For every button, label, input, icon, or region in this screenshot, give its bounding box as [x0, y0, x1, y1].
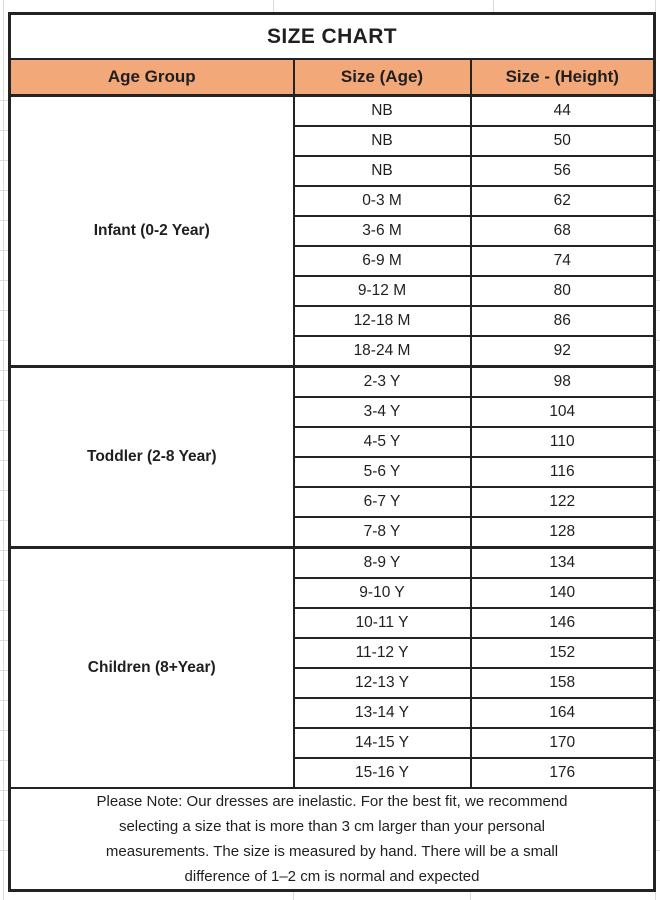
size-age-cell: 5-6 Y — [292, 456, 472, 488]
size-height-cell: 140 — [469, 577, 656, 609]
table-row: 9-10 Y 140 — [10, 577, 656, 609]
size-age-cell: 15-16 Y — [292, 757, 472, 789]
size-age-cell: NB — [292, 125, 472, 157]
size-height-cell: 170 — [469, 727, 656, 759]
size-height-cell: 158 — [469, 667, 656, 699]
size-age-cell: 9-12 M — [292, 275, 472, 307]
size-height-cell: 80 — [469, 275, 656, 307]
age-group-cell-children: Children (8+Year) — [8, 546, 295, 789]
table-row: 0-3 M 62 — [10, 185, 656, 217]
size-height-cell: 98 — [469, 365, 656, 398]
size-height-cell: 86 — [469, 305, 656, 337]
size-age-cell: 0-3 M — [292, 185, 472, 217]
size-height-cell: 152 — [469, 637, 656, 669]
column-header-age-group: Age Group — [8, 58, 295, 97]
table-row: 12-18 M 86 — [10, 305, 656, 337]
size-height-cell: 74 — [469, 245, 656, 277]
size-age-cell: 6-9 M — [292, 245, 472, 277]
table-row: Toddler (2-8 Year) 2-3 Y 98 — [8, 365, 656, 549]
table-row: 11-12 Y 152 — [10, 637, 656, 669]
size-height-cell: 68 — [469, 215, 656, 247]
size-age-cell: 7-8 Y — [292, 516, 472, 549]
size-chart-table: SIZE CHART Age Group Size (Age) Size - (… — [8, 12, 657, 892]
size-height-cell: 146 — [469, 607, 656, 639]
table-row: 12-13 Y 158 — [10, 667, 656, 699]
spreadsheet-gridline-bottom-col1 — [293, 886, 294, 900]
header-row: Age Group Size (Age) Size - (Height) — [8, 58, 656, 97]
table-row: 14-15 Y 170 — [10, 727, 656, 759]
size-age-cell: 12-13 Y — [292, 667, 472, 699]
size-age-cell: 2-3 Y — [292, 365, 472, 398]
note-line: selecting a size that is more than 3 cm … — [118, 818, 546, 835]
size-age-cell: 3-6 M — [292, 215, 472, 247]
table-row: 9-12 M 80 — [10, 275, 656, 307]
size-height-cell: 176 — [469, 757, 656, 789]
size-age-cell: 13-14 Y — [292, 697, 472, 729]
column-header-size-height: Size - (Height) — [469, 58, 656, 97]
spreadsheet-gridline-bottom-col2 — [470, 886, 471, 900]
table-row: 3-4 Y 104 — [10, 396, 656, 428]
size-age-cell: 11-12 Y — [292, 637, 472, 669]
size-age-cell: NB — [292, 155, 472, 187]
size-age-cell: 4-5 Y — [292, 426, 472, 458]
size-height-cell: 56 — [469, 155, 656, 187]
size-height-cell: 92 — [469, 335, 656, 368]
table-row: 18-24 M 92 — [10, 335, 656, 368]
spreadsheet-row-ticks-right — [654, 100, 660, 880]
table-row: 6-7 Y 122 — [10, 486, 656, 518]
table-row: 15-16 Y 176 — [10, 757, 656, 789]
title-row: SIZE CHART — [8, 12, 656, 60]
size-height-cell: 134 — [469, 546, 656, 579]
size-age-cell: 14-15 Y — [292, 727, 472, 759]
table-row: NB 50 — [10, 125, 656, 157]
size-height-cell: 62 — [469, 185, 656, 217]
table-row: 6-9 M 74 — [10, 245, 656, 277]
spreadsheet-gridline-top-col2 — [493, 0, 494, 12]
size-height-cell: 44 — [469, 94, 656, 127]
size-note: Please Note: Our dresses are inelastic. … — [8, 787, 656, 892]
size-age-cell: 18-24 M — [292, 335, 472, 368]
size-age-cell: NB — [292, 94, 472, 127]
table-row: 13-14 Y 164 — [10, 697, 656, 729]
table-row: Infant (0-2 Year) NB 44 — [8, 94, 656, 368]
spreadsheet-gridline-top-col1 — [273, 0, 274, 12]
size-height-cell: 50 — [469, 125, 656, 157]
size-age-cell: 12-18 M — [292, 305, 472, 337]
spreadsheet-row-ticks-left — [0, 100, 8, 880]
size-height-cell: 164 — [469, 697, 656, 729]
table-row: Children (8+Year) 8-9 Y 134 — [8, 546, 656, 789]
column-header-size-age: Size (Age) — [292, 58, 472, 97]
table-row: 10-11 Y 146 — [10, 607, 656, 639]
table-row: 5-6 Y 116 — [10, 456, 656, 488]
size-age-cell: 8-9 Y — [292, 546, 472, 579]
size-height-cell: 128 — [469, 516, 656, 549]
note-line: difference of 1–2 cm is normal and expec… — [184, 868, 480, 885]
size-age-cell: 3-4 Y — [292, 396, 472, 428]
note-line: Please Note: Our dresses are inelastic. … — [96, 793, 568, 810]
size-height-cell: 110 — [469, 426, 656, 458]
note-row: Please Note: Our dresses are inelastic. … — [8, 787, 656, 892]
page-title: SIZE CHART — [8, 12, 656, 60]
size-height-cell: 116 — [469, 456, 656, 488]
note-line: measurements. The size is measured by ha… — [105, 843, 559, 860]
age-group-cell-toddler: Toddler (2-8 Year) — [8, 365, 295, 549]
age-group-cell-infant: Infant (0-2 Year) — [8, 94, 295, 368]
size-height-cell: 104 — [469, 396, 656, 428]
table-row: NB 56 — [10, 155, 656, 187]
size-age-cell: 6-7 Y — [292, 486, 472, 518]
size-age-cell: 10-11 Y — [292, 607, 472, 639]
table-row: 4-5 Y 110 — [10, 426, 656, 458]
size-height-cell: 122 — [469, 486, 656, 518]
size-age-cell: 9-10 Y — [292, 577, 472, 609]
table-row: 3-6 M 68 — [10, 215, 656, 247]
